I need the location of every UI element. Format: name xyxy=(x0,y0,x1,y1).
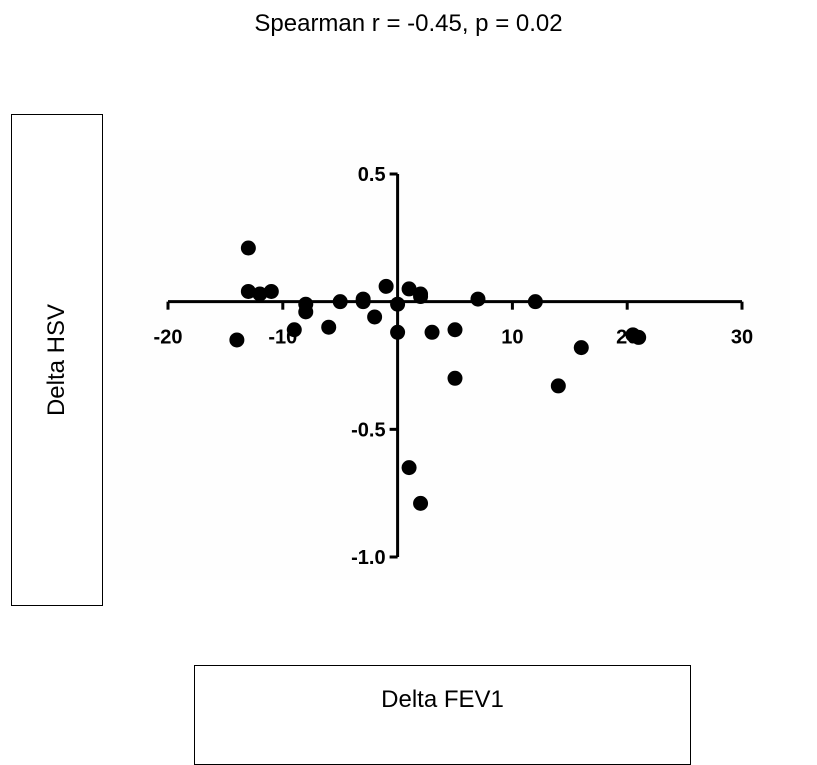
data-point xyxy=(240,240,256,256)
y-tick-label: -0.5 xyxy=(351,419,385,441)
data-point xyxy=(447,370,463,386)
data-point xyxy=(367,309,383,325)
plot-area: -20-101020300.5-0.5-1.0 xyxy=(110,150,790,580)
data-point xyxy=(240,283,256,299)
x-tick-label: 30 xyxy=(731,327,753,349)
data-point xyxy=(424,324,440,340)
data-point xyxy=(401,281,417,297)
x-tick-label: -20 xyxy=(154,327,183,349)
data-point xyxy=(631,329,647,345)
data-point xyxy=(298,296,314,312)
data-point xyxy=(573,340,589,356)
y-tick-label: 0.5 xyxy=(358,164,386,186)
x-axis-label: Delta FEV1 xyxy=(381,686,504,713)
y-axis-label: Delta HSV xyxy=(43,303,70,417)
data-point xyxy=(355,291,371,307)
data-point xyxy=(413,289,429,305)
data-point xyxy=(390,296,406,312)
data-point xyxy=(550,378,566,394)
data-point xyxy=(263,283,279,299)
data-point xyxy=(413,495,429,511)
chart-title: Spearman r = -0.45, p = 0.02 xyxy=(254,10,563,37)
y-axis-label-box: Delta HSV xyxy=(11,114,103,606)
y-tick-label: -1.0 xyxy=(351,547,385,569)
data-point xyxy=(332,294,348,310)
x-tick-label: 10 xyxy=(501,327,523,349)
data-point xyxy=(286,322,302,338)
data-point xyxy=(470,291,486,307)
data-point xyxy=(378,278,394,294)
x-axis-label-box: Delta FEV1 xyxy=(194,665,691,765)
data-point xyxy=(252,286,268,302)
data-point xyxy=(447,322,463,338)
data-point xyxy=(401,460,417,476)
scatter-chart: -20-101020300.5-0.5-1.0 xyxy=(154,164,754,569)
data-point xyxy=(229,332,245,348)
data-point xyxy=(527,294,543,310)
data-point xyxy=(390,324,406,340)
data-point xyxy=(321,319,337,335)
